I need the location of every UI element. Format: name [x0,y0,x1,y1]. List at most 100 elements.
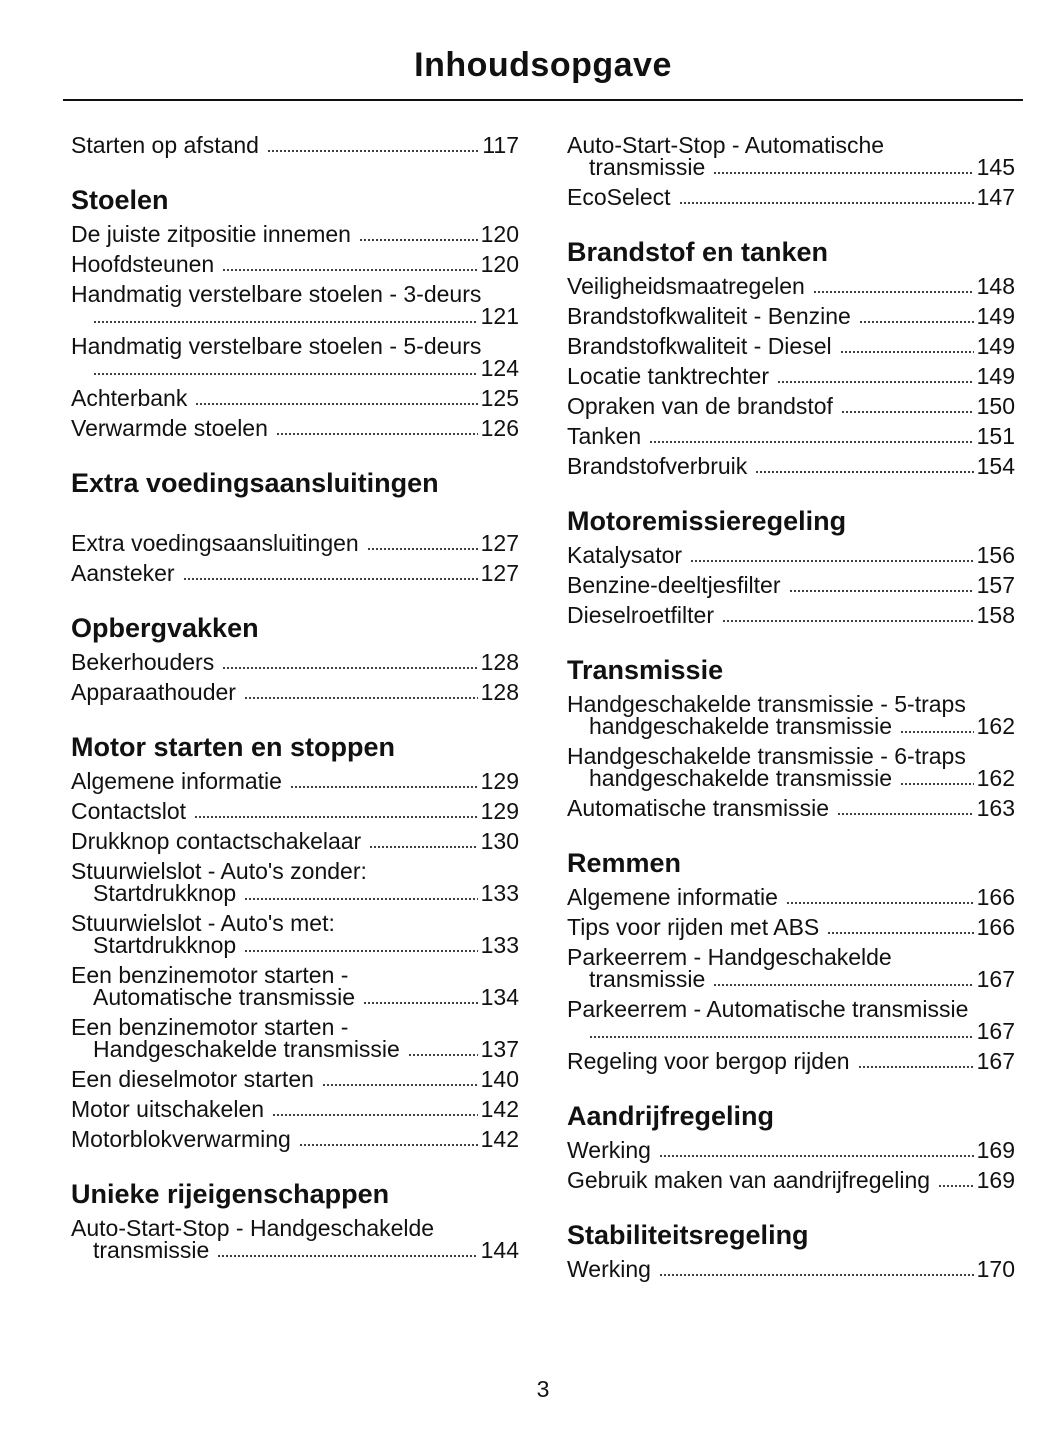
toc-entry[interactable]: De juiste zitpositie innemen 120 [71,219,519,249]
dot-leader [755,468,974,474]
toc-entry-title-continued: handgeschakelde transmissie [589,713,893,739]
toc-entry[interactable]: Dieselroetfilter 158 [567,600,1015,630]
dot-leader [222,664,478,670]
toc-entry-line: Extra voedingsaansluitingen 127 [71,532,519,555]
toc-entry[interactable]: Auto-Start-Stop - Handgeschakelde transmi… [71,1213,519,1265]
toc-entry[interactable]: Katalysator 156 [567,540,1015,570]
toc-entry-page: 120 [480,251,519,277]
toc-entry-line: Auto-Start-Stop - Handgeschakelde [71,1217,519,1240]
toc-entry[interactable]: Een dieselmotor starten 140 [71,1064,519,1094]
toc-entry-title-continued: transmissie [589,154,706,180]
toc-entry[interactable]: Gebruik maken van aandrijfregeling 169 [567,1165,1015,1195]
dot-leader [275,430,478,436]
toc-entry-page: 142 [480,1096,519,1122]
toc-entry[interactable]: Apparaathouder 128 [71,677,519,707]
toc-entry[interactable]: Contactslot 129 [71,796,519,826]
toc-entry-title: Motorblokverwarming [71,1126,291,1152]
dot-leader [839,348,974,354]
toc-entry[interactable]: Tanken 151 [567,421,1015,451]
toc-entry-title: EcoSelect [567,184,671,210]
dot-leader [812,288,974,294]
dot-leader [785,899,974,905]
toc-entry[interactable]: Werking 170 [567,1254,1015,1284]
toc-entry-line: Veiligheidsmaatregelen 148 [567,275,1015,298]
toc-entry[interactable]: Verwarmde stoelen 126 [71,413,519,443]
toc-entry-page: 129 [480,798,519,824]
toc-entry-line: Algemene informatie 129 [71,770,519,793]
toc-entry-title: Dieselroetfilter [567,602,714,628]
toc-entry[interactable]: Starten op afstand 117 [71,130,519,160]
toc-entry-page: 133 [480,932,519,958]
toc-entry[interactable]: Handmatig verstelbare stoelen - 3-deurs 1… [71,279,519,331]
toc-entry-line: Stuurwielslot - Auto's zonder: [71,860,519,883]
toc-entry[interactable]: Een benzinemotor starten - Automatische t… [71,960,519,1012]
toc-entry-page: 149 [976,303,1015,329]
toc-entry-title: Een benzinemotor starten - [71,962,349,988]
toc-entry-title: Bekerhouders [71,649,215,675]
toc-entry[interactable]: Benzine-deeltjesfilter 157 [567,570,1015,600]
toc-entry[interactable]: Brandstofkwaliteit - Diesel 149 [567,331,1015,361]
toc-entry[interactable]: Handmatig verstelbare stoelen - 5-deurs 1… [71,331,519,383]
toc-entry-page: 147 [976,184,1015,210]
dot-leader [194,813,478,819]
toc-entry-line-continued: transmissie 167 [567,968,1015,991]
toc-entry[interactable]: Werking 169 [567,1135,1015,1165]
toc-entry[interactable]: Auto-Start-Stop - Automatische transmissi… [567,130,1015,182]
toc-entry[interactable]: Een benzinemotor starten - Handgeschakeld… [71,1012,519,1064]
toc-entry[interactable]: Aansteker 127 [71,558,519,588]
toc-entry[interactable]: Tips voor rijden met ABS 166 [567,912,1015,942]
section-heading: Motor starten en stoppen [71,732,396,762]
toc-entry[interactable]: Veiligheidsmaatregelen 148 [567,271,1015,301]
toc-entry[interactable]: EcoSelect 147 [567,182,1015,212]
toc-entry[interactable]: Algemene informatie 166 [567,882,1015,912]
toc-entry[interactable]: Achterbank 125 [71,383,519,413]
toc-entry[interactable]: Stuurwielslot - Auto's zonder: Startdrukk… [71,856,519,908]
toc-entry-page: 133 [480,880,519,906]
toc-entry-title: Achterbank [71,385,188,411]
toc-entry-title: Gebruik maken van aandrijfregeling [567,1167,931,1193]
toc-entry[interactable]: Brandstofkwaliteit - Benzine 149 [567,301,1015,331]
toc-entry[interactable]: Motor uitschakelen 142 [71,1094,519,1124]
toc-entry[interactable]: Handgeschakelde transmissie - 5-traps han… [567,689,1015,741]
dot-leader [722,617,974,623]
toc-entry[interactable]: Opraken van de brandstof 150 [567,391,1015,421]
section-heading: Stoelen [71,185,169,215]
toc-entry[interactable]: Motorblokverwarming 142 [71,1124,519,1154]
toc-entry-line: Apparaathouder 128 [71,681,519,704]
toc-entry[interactable]: Extra voedingsaansluitingen 127 [71,528,519,558]
toc-entry[interactable]: Automatische transmissie 163 [567,793,1015,823]
toc-entry[interactable]: Parkeerrem - Automatische transmissie 167 [567,994,1015,1046]
toc-entry-line-continued: 167 [567,1018,1015,1044]
toc-entry-line: Katalysator 156 [567,544,1015,567]
toc-entry-page: 134 [480,984,519,1010]
toc-entry[interactable]: Brandstofverbruik 154 [567,451,1015,481]
toc-entry-line-continued: Startdrukknop 133 [71,880,519,906]
toc-entry[interactable]: Bekerhouders 128 [71,647,519,677]
section-heading: Opbergvakken [71,613,259,643]
dot-leader [858,318,974,324]
toc-entry-title: Benzine-deeltjesfilter [567,572,781,598]
toc-entry[interactable]: Hoofdsteunen 120 [71,249,519,279]
toc-entry[interactable]: Algemene informatie 129 [71,766,519,796]
toc-entry-title: Auto-Start-Stop - Automatische [567,132,885,158]
toc-entry[interactable]: Stuurwielslot - Auto's met: Startdrukknop… [71,908,519,960]
toc-entry[interactable]: Locatie tanktrechter 149 [567,361,1015,391]
toc-entry[interactable]: Regeling voor bergop rijden 167 [567,1046,1015,1076]
toc-entry-line: Tanken 151 [567,423,1015,449]
toc-entry-page: 117 [482,132,519,158]
dot-leader [777,378,974,384]
toc-entry-page: 162 [976,765,1015,791]
toc-entry-page: 137 [480,1036,519,1062]
toc-entry-page: 149 [976,363,1015,389]
toc-entry[interactable]: Drukknop contactschakelaar 130 [71,826,519,856]
toc-entry-line: Een benzinemotor starten - [71,1016,519,1039]
toc-entry-page: 167 [976,1018,1015,1044]
toc-entry-page: 151 [976,423,1015,449]
dot-leader [678,199,974,205]
section-heading: Brandstof en tanken [567,237,829,267]
dot-leader [243,694,478,700]
toc-entry[interactable]: Parkeerrem - Handgeschakelde transmissie 1… [567,942,1015,994]
toc-entry[interactable]: Handgeschakelde transmissie - 6-traps han… [567,741,1015,793]
toc-entry-line: Verwarmde stoelen 126 [71,417,519,440]
toc-entry-page: 154 [976,453,1015,479]
